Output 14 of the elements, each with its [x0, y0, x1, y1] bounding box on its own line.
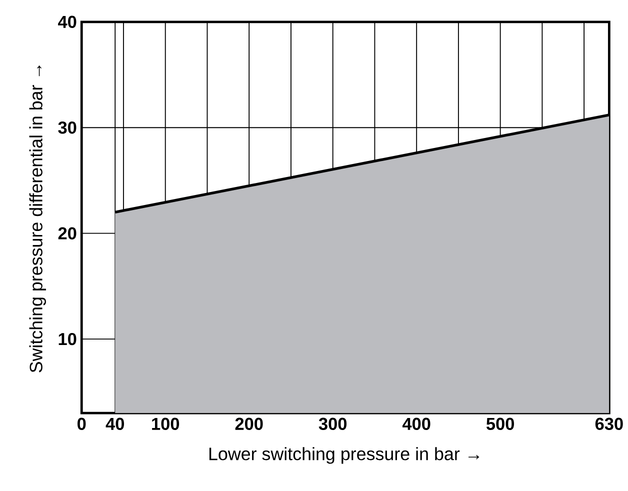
x-tick-label: 100 [152, 418, 180, 430]
y-tick-label: 30 [58, 122, 76, 134]
y-axis-title: Switching pressure differential in bar → [29, 66, 46, 373]
x-tick-label: 500 [486, 418, 514, 430]
x-tick-label: 630 [595, 418, 623, 430]
y-tick-label: 10 [58, 333, 76, 346]
y-tick-label: 40 [58, 16, 76, 28]
x-tick-label: 200 [235, 418, 263, 430]
x-tick-label: 40 [106, 418, 124, 430]
x-tick-label: 300 [318, 418, 347, 430]
x-tick-label: 0 [78, 418, 86, 430]
x-axis-title: Lower switching pressure in bar → [209, 447, 480, 464]
x-tick-label: 400 [402, 418, 430, 430]
y-tick-label: 20 [58, 227, 76, 240]
